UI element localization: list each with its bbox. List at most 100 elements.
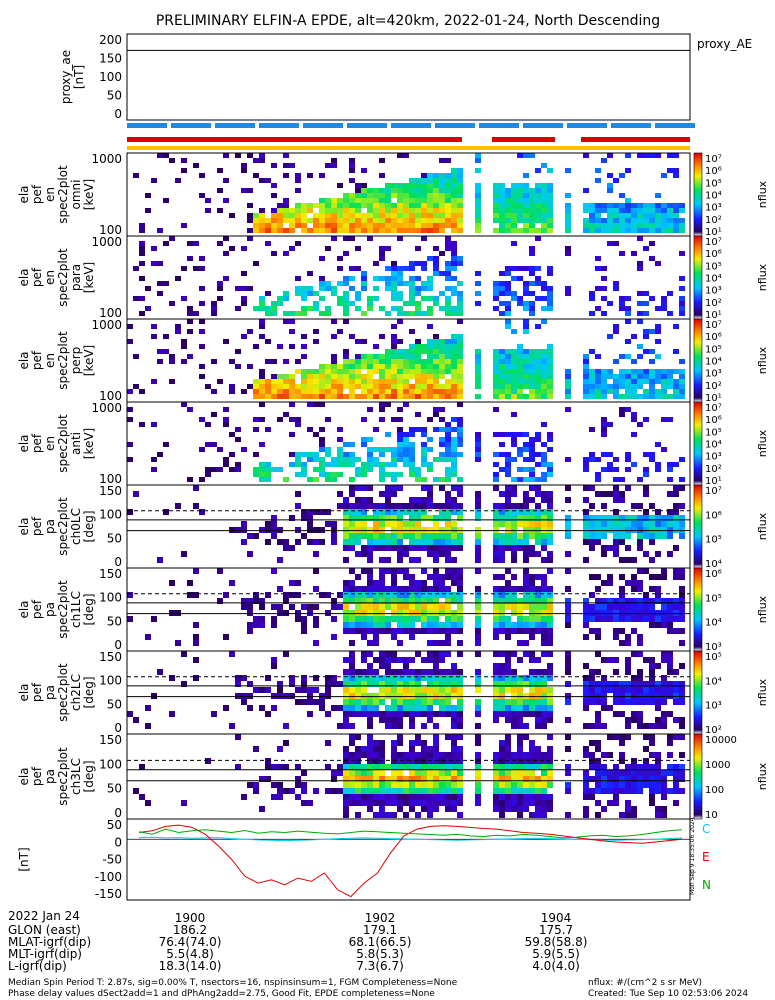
spectrogram-cell (475, 203, 481, 208)
spectrogram-cell (439, 509, 445, 515)
spectrogram-cell (607, 752, 613, 758)
spectrogram-cell (643, 334, 649, 339)
spectrogram-cell (541, 491, 547, 497)
spectrogram-cell (547, 432, 553, 437)
spectrogram-cell (397, 384, 403, 389)
spectrogram-cell (451, 521, 457, 527)
spectrogram-cell (385, 491, 391, 497)
spectrogram-cell (361, 699, 367, 705)
spectrogram-cell (535, 610, 541, 616)
spectrogram-cell (601, 533, 607, 539)
spectrogram-cell (511, 533, 517, 539)
spectrogram-cell (277, 794, 283, 800)
colorbar-scale (693, 235, 703, 320)
spectrogram-cell (589, 208, 595, 213)
spectrogram-cell (187, 329, 193, 334)
spectrogram-cell (343, 251, 349, 256)
spectrogram-cell (457, 545, 463, 551)
spectrogram-cell (361, 521, 367, 527)
spectrogram-cell (343, 746, 349, 752)
spectrogram-cell (625, 374, 631, 379)
spectrogram-cell (547, 223, 553, 228)
spectrogram-cell (379, 188, 385, 193)
spectrogram-cell (439, 545, 445, 551)
spectrogram-cell (451, 311, 457, 316)
legend-label: C (702, 822, 710, 836)
y-axis-label: ela (17, 600, 31, 618)
spectrogram-cell (343, 758, 349, 764)
spectrogram-cell (505, 770, 511, 776)
spectrogram-cell (385, 208, 391, 213)
spectrogram-cell (583, 693, 589, 699)
spectrogram-cell (301, 218, 307, 223)
spectrogram-cell (511, 477, 517, 482)
spectrogram-cell (427, 699, 433, 705)
spectrogram-cell (649, 218, 655, 223)
spectrogram-cell (649, 457, 655, 462)
spectrogram-cell (679, 717, 685, 723)
spectrogram-cell (451, 539, 457, 545)
spectrogram-cell (523, 509, 529, 515)
spectrogram-cell (499, 193, 505, 198)
spectrogram-cell (457, 442, 463, 447)
spectrogram-cell (583, 521, 589, 527)
spectrogram-cell (595, 218, 601, 223)
spectrogram-cell (523, 324, 529, 329)
spectrogram-cell (457, 800, 463, 806)
spectrogram-cell (679, 764, 685, 770)
spectrogram-cell (403, 527, 409, 533)
series-line-N (138, 828, 683, 839)
spectrogram-cell (565, 497, 571, 503)
y-axis-label: spec2plot (56, 414, 70, 473)
spectrogram-cell (637, 669, 643, 675)
spectrogram-cell (433, 266, 439, 271)
spectrogram-cell (649, 374, 655, 379)
spectrogram-cell (499, 711, 505, 717)
spectrogram-cell (421, 198, 427, 203)
spectrogram-cell (181, 402, 187, 407)
spectrogram-cell (421, 527, 427, 533)
spectrogram-cell (421, 598, 427, 604)
spectrogram-cell (619, 604, 625, 610)
spectrogram-cell (343, 675, 349, 681)
spectrogram-cell (625, 669, 631, 675)
spectrogram-cell (607, 173, 613, 178)
colorbar-tick-label: 10⁴ (705, 559, 722, 570)
spectrogram-cell (157, 228, 163, 233)
spectrogram-cell (367, 359, 373, 364)
spectrogram-cell (331, 228, 337, 233)
spectrogram-cell (601, 422, 607, 427)
spectrogram-cell (403, 208, 409, 213)
spectrogram-cell (259, 417, 265, 422)
spectrogram-cell (385, 389, 391, 394)
spectrogram-cell (415, 344, 421, 349)
spectrogram-cell (511, 610, 517, 616)
spectrogram-cell (595, 616, 601, 622)
spectrogram-cell (187, 580, 193, 586)
spectrogram-cell (499, 598, 505, 604)
spectrogram-cell (187, 592, 193, 598)
spectrogram-cell (289, 452, 295, 457)
spectrogram-cell (343, 364, 349, 369)
spectrogram-cell (391, 324, 397, 329)
spectrogram-cell (667, 417, 673, 422)
spectrogram-cell (475, 509, 481, 515)
spectrogram-cell (601, 228, 607, 233)
spectrogram-cell (343, 557, 349, 563)
spectrogram-cell (541, 640, 547, 646)
spectrogram-cell (529, 354, 535, 359)
spectrogram-cell (367, 669, 373, 675)
spectrogram-cell (397, 675, 403, 681)
spectrogram-cell (373, 598, 379, 604)
spectrogram-cell (607, 687, 613, 693)
spectrogram-cell (283, 384, 289, 389)
spectrogram-cell (367, 462, 373, 467)
spectrogram-cell (271, 379, 277, 384)
spectrogram-cell (265, 306, 271, 311)
spectrogram-cell (439, 699, 445, 705)
spectrogram-cell (475, 193, 481, 198)
spectrogram-cell (523, 497, 529, 503)
spectrogram-cell (529, 782, 535, 788)
spectrogram-cell (475, 592, 481, 598)
spectrogram-cell (511, 687, 517, 693)
